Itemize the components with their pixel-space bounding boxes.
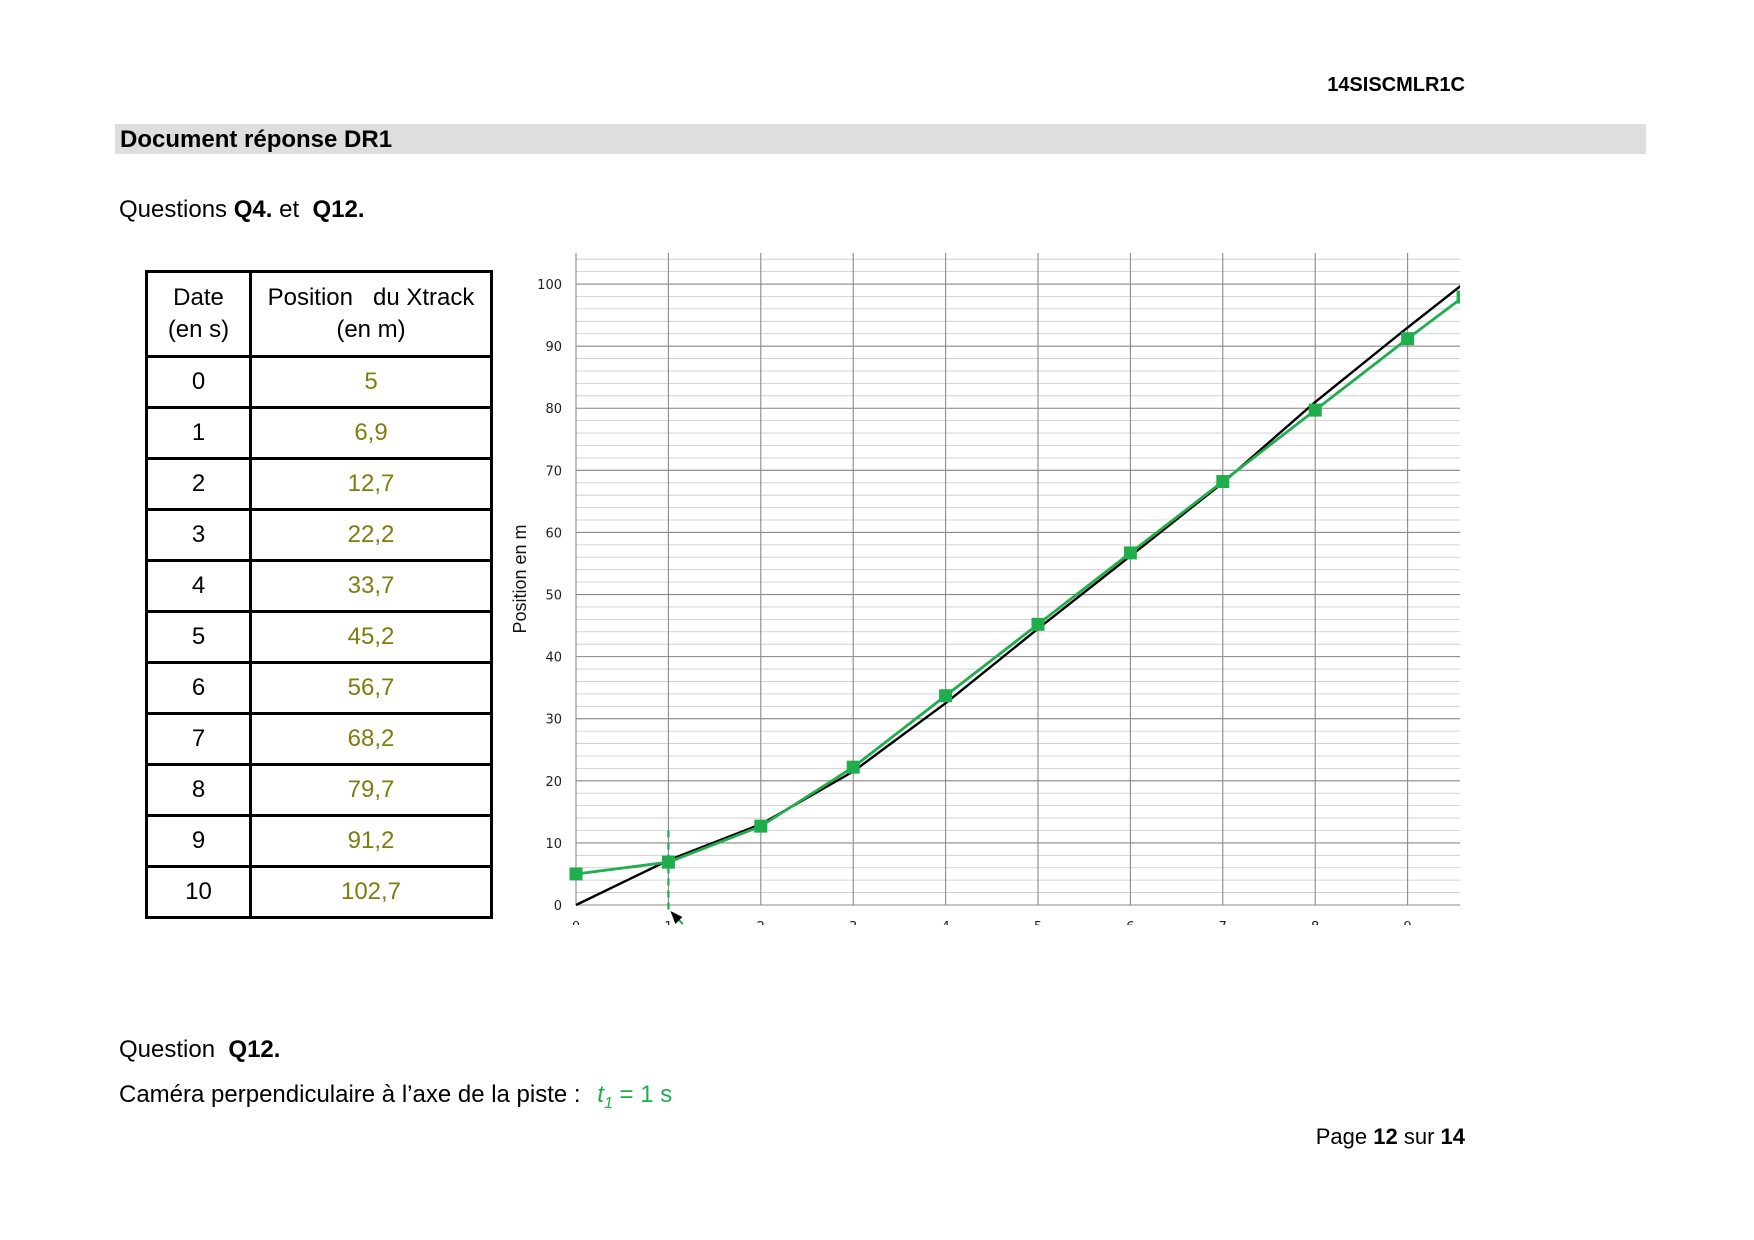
questions-mid: et	[272, 196, 313, 223]
cell-position: 91,2	[249, 814, 493, 868]
y-tick-label: 10	[545, 837, 562, 852]
cell-position: 56,7	[249, 661, 493, 715]
t1-symbol: t	[597, 1081, 604, 1108]
y-tick-label: 30	[545, 713, 562, 728]
page-current: 12	[1373, 1124, 1398, 1149]
cell-date: 8	[145, 763, 252, 817]
annotation-arrowhead	[670, 911, 683, 924]
xtrack-data-point	[1456, 290, 1460, 304]
question-q4: Q4.	[233, 196, 273, 223]
questions-prefix: Questions	[119, 196, 234, 223]
cell-date: 4	[145, 559, 252, 613]
x-tick-label: 5	[1034, 920, 1042, 925]
camera-answer-line: Caméra perpendiculaire à l’axe de la pis…	[119, 1081, 672, 1114]
y-tick-label: 70	[545, 464, 562, 479]
camera-text: Caméra perpendiculaire à l’axe de la pis…	[119, 1081, 588, 1108]
y-tick-label: 40	[545, 651, 562, 666]
section-header-bar: Document réponse DR1	[115, 124, 1646, 154]
y-tick-label: 20	[545, 775, 562, 790]
cell-position: 5	[249, 355, 493, 409]
y-axis-title: Position en m	[510, 524, 530, 633]
y-tick-label: 0	[554, 899, 562, 914]
y-tick-label: 80	[545, 402, 562, 417]
cell-date: 9	[145, 814, 252, 868]
xtrack-data-point	[754, 819, 768, 833]
xtrack-position-line	[575, 297, 1460, 876]
cell-position: 68,2	[249, 712, 493, 766]
xtrack-data-point	[1308, 403, 1322, 417]
cell-position: 102,7	[249, 865, 493, 919]
table-row: 10 102,7	[145, 865, 493, 919]
cell-position: 12,7	[249, 457, 493, 511]
table-row: 2 12,7	[145, 457, 493, 511]
question-number: Q12.	[228, 1036, 281, 1063]
xtrack-data-point	[846, 760, 860, 774]
cell-position: 79,7	[249, 763, 493, 817]
cell-date: 5	[145, 610, 252, 664]
section-title: Document réponse DR1	[120, 126, 393, 153]
y-tick-label: 50	[545, 589, 562, 604]
header-date-line1: Date	[173, 284, 224, 311]
x-tick-label: 8	[1311, 920, 1319, 925]
page-total: 14	[1440, 1124, 1465, 1149]
cell-date: 6	[145, 661, 252, 715]
cell-date: 10	[145, 865, 252, 919]
table-row: 8 79,7	[145, 763, 493, 817]
t1-value: = 1 s	[612, 1081, 673, 1108]
xtrack-data-point	[1031, 617, 1045, 631]
cell-position: 22,2	[249, 508, 493, 562]
x-tick-label: 7	[1219, 920, 1227, 925]
question-q12-heading: Question Q12.	[119, 1036, 280, 1064]
page-label: Page	[1315, 1124, 1374, 1149]
x-tick-label: 9	[1403, 920, 1411, 925]
header-position-line1: Position du Xtrack	[267, 284, 475, 311]
xtrack-data-point	[1216, 475, 1230, 489]
page-sur: sur	[1397, 1124, 1441, 1149]
xtrack-data-point	[939, 689, 953, 703]
table-row: 5 45,2	[145, 610, 493, 664]
questions-heading: Questions Q4. et Q12.	[119, 196, 364, 224]
table-row: 7 68,2	[145, 712, 493, 766]
x-tick-label: 0	[572, 920, 580, 925]
xtrack-data-point	[1123, 546, 1137, 560]
x-tick-label: 3	[849, 920, 857, 925]
cell-date: 1	[145, 406, 252, 460]
question-q12: Q12.	[312, 196, 365, 223]
header-position-line2: (en m)	[336, 316, 406, 343]
y-tick-label: 60	[545, 526, 562, 541]
cell-date: 2	[145, 457, 252, 511]
cell-position: 6,9	[249, 406, 493, 460]
xtrack-data-point	[661, 855, 675, 869]
table-row: 1 6,9	[145, 406, 493, 460]
x-tick-label: 2	[757, 920, 765, 925]
table-row: 6 56,7	[145, 661, 493, 715]
position-time-chart: 0102030405060708090100012345678910Temps …	[510, 253, 1460, 925]
table-row: 9 91,2	[145, 814, 493, 868]
t1-subscript: 1	[603, 1094, 613, 1112]
xtrack-data-point	[569, 867, 583, 881]
table-row: 3 22,2	[145, 508, 493, 562]
y-tick-label: 100	[537, 278, 562, 293]
cell-date: 7	[145, 712, 252, 766]
page-number: Page 12 sur 14	[1316, 1124, 1465, 1150]
t1-answer: t1 = 1 s	[597, 1081, 673, 1112]
cell-position: 33,7	[249, 559, 493, 613]
header-position: Position du Xtrack (en m)	[249, 270, 493, 358]
y-tick-label: 90	[545, 340, 562, 355]
document-reference: 14SISCMLR1C	[1327, 74, 1465, 96]
header-date-line2: (en s)	[167, 316, 230, 343]
xtrack-data-point	[1401, 332, 1415, 346]
table-header-row: Date (en s) Position du Xtrack (en m)	[145, 270, 493, 358]
x-tick-label: 6	[1126, 920, 1134, 925]
cell-position: 45,2	[249, 610, 493, 664]
question-label: Question	[119, 1036, 229, 1063]
x-tick-label: 4	[941, 920, 949, 925]
table-row: 4 33,7	[145, 559, 493, 613]
cell-date: 0	[145, 355, 252, 409]
cell-date: 3	[145, 508, 252, 562]
x-tick-label: 1	[664, 920, 672, 925]
header-date: Date (en s)	[145, 270, 252, 358]
